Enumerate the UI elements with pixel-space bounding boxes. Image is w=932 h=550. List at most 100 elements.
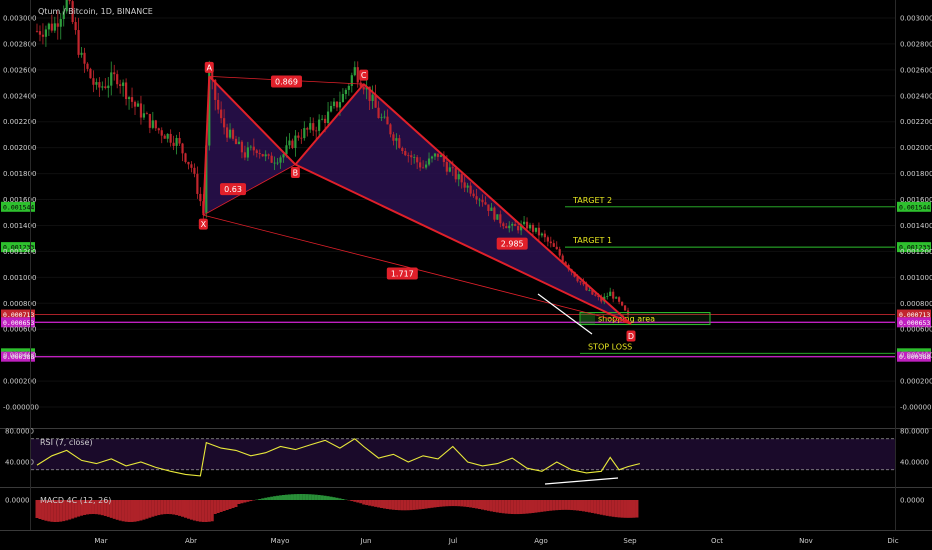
shopping-area-zone[interactable]: shopping area (579, 312, 711, 326)
macd-bar (106, 500, 110, 517)
svg-text:0.000388: 0.000388 (3, 353, 34, 361)
candle (410, 150, 413, 166)
macd-pane[interactable]: 0.0000 0.0000 MACD 4C (12, 26) (5, 494, 925, 522)
pattern-leg-cd[interactable] (363, 83, 632, 325)
macd-bar (489, 500, 493, 512)
rsi-tick-label-left: 40.0000 (5, 459, 34, 467)
price-axis-right[interactable]: 0.003000 0.002800 0.002600 0.002400 0.002200… (900, 15, 932, 412)
macd-bar (442, 500, 446, 507)
candle (422, 160, 425, 169)
candle (50, 14, 53, 33)
macd-bar (391, 500, 395, 510)
macd-bar (323, 495, 327, 500)
candle (374, 84, 377, 108)
candle (92, 70, 95, 93)
candle (288, 133, 291, 150)
macd-bar (276, 495, 280, 500)
macd-bar (207, 500, 211, 522)
price-level[interactable]: TARGET 2 0.001544 0.001544 (1, 196, 931, 212)
price-axis-left: 0.003000 0.002800 0.002600 0.002400 0.002200… (3, 15, 39, 412)
candle (163, 134, 166, 139)
candle (187, 161, 190, 170)
pattern-point-c[interactable]: C (359, 69, 369, 81)
svg-text:0.001544: 0.001544 (3, 203, 34, 211)
pattern-leg-bc[interactable] (294, 83, 365, 166)
candle (463, 176, 466, 193)
macd-bar (495, 500, 499, 513)
macd-bar (130, 500, 134, 522)
price-tick-label-left: 0.000400 (3, 352, 36, 360)
candle (190, 161, 193, 173)
level-badge (897, 242, 931, 253)
candle (609, 287, 612, 297)
pattern-point-b[interactable]: B (290, 167, 300, 179)
macd-bar (466, 500, 470, 508)
trend-line-price[interactable] (537, 293, 593, 335)
macd-bar (136, 500, 140, 522)
macd-bar (415, 500, 419, 510)
macd-bar (549, 500, 553, 511)
pattern-leg-ab[interactable] (208, 75, 297, 166)
candle (252, 138, 255, 156)
macd-bar (219, 500, 223, 512)
macd-bar (279, 495, 283, 500)
macd-bar (302, 494, 306, 500)
svg-text:2.985: 2.985 (501, 240, 524, 249)
pattern-diag-xb[interactable] (203, 164, 296, 216)
pattern-leg-bd[interactable] (294, 163, 632, 325)
price-tick-label-left: 0.002000 (3, 144, 36, 152)
candle (433, 152, 437, 160)
macd-bar (204, 500, 208, 522)
macd-bar (293, 494, 297, 500)
candle (125, 78, 128, 106)
trend-line-rsi[interactable] (544, 477, 619, 485)
macd-bar (617, 500, 621, 518)
macd-bar (320, 495, 324, 500)
candle (62, 5, 65, 27)
svg-text:0.001233: 0.001233 (899, 244, 930, 252)
level-badge (1, 317, 35, 328)
time-axis[interactable]: Mar Abr Mayo Jun Jul Ago Sep Oct Nov Dic (94, 537, 898, 545)
candle (56, 10, 59, 40)
macd-bar (178, 500, 182, 516)
price-level[interactable]: 0.000713 0.000713 (1, 309, 931, 320)
pattern-ratio-label[interactable]: 0.63 (220, 183, 247, 196)
candle (380, 113, 383, 122)
candle (511, 222, 514, 232)
candle (436, 153, 440, 161)
candle (404, 148, 407, 157)
price-level[interactable]: TARGET 1 0.001233 0.001233 (1, 236, 931, 253)
macd-bar (243, 500, 247, 503)
price-tick-label-left: 0.002800 (3, 40, 36, 48)
candle (130, 87, 134, 109)
price-tick-label-right: 0.000800 (900, 300, 932, 308)
candle (208, 60, 211, 151)
price-level[interactable]: 0.000653 0.000653 (1, 317, 931, 328)
price-tick-label-left: 0.003000 (3, 15, 36, 23)
pattern-ratio-label[interactable]: 1.717 (386, 267, 418, 280)
candle (133, 100, 137, 115)
pattern-ratio-label[interactable]: 2.985 (496, 237, 528, 250)
price-tick-label-left: 0.000800 (3, 300, 36, 308)
rsi-pane[interactable]: 80.0000 80.0000 40.0000 40.0000 RSI (7, clo… (5, 428, 929, 485)
pattern-ratio-label[interactable]: 0.869 (270, 75, 302, 88)
pattern-leg-xa[interactable] (202, 76, 211, 216)
macd-bar (264, 497, 268, 500)
candle (282, 152, 285, 163)
candle (267, 153, 270, 160)
pattern-point-x[interactable]: X (198, 218, 208, 230)
macd-bar (282, 494, 286, 500)
pattern-point-d[interactable]: D (626, 330, 636, 342)
candle (303, 121, 306, 141)
pattern-point-a[interactable]: A (204, 61, 214, 73)
macd-bar (445, 500, 449, 507)
price-level[interactable]: 0.000388 0.000388 (1, 351, 931, 362)
macd-bar (409, 500, 413, 511)
macd-bar (605, 500, 609, 516)
macd-bar (112, 500, 116, 519)
svg-text:0.001233: 0.001233 (3, 244, 34, 252)
candle (243, 145, 246, 161)
price-pane[interactable]: TARGET 2 0.001544 0.001544 TARGET 1 0.001233… (1, 0, 932, 412)
candle (166, 133, 169, 143)
